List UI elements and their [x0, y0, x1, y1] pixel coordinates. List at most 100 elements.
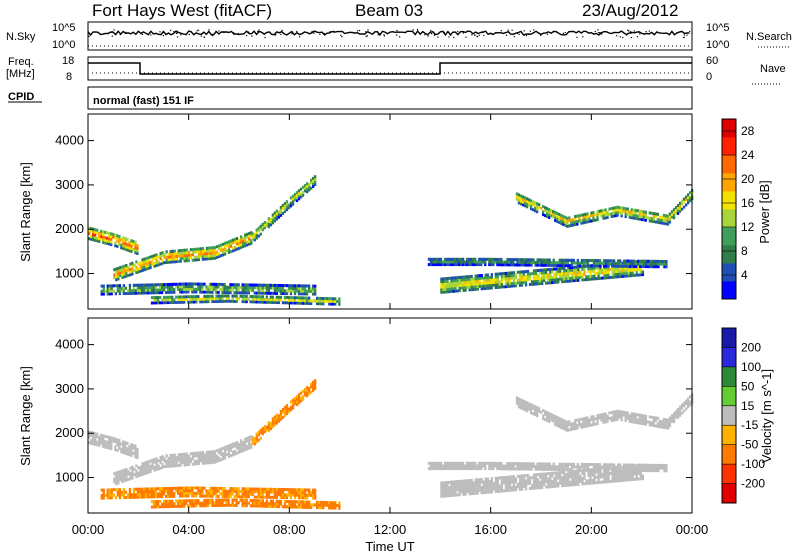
echo-cell — [635, 464, 638, 468]
echo-cell — [637, 273, 640, 277]
echo-cell — [207, 251, 211, 255]
echo-cell — [211, 494, 214, 498]
echo-cell — [227, 501, 230, 505]
echo-cell — [338, 302, 341, 306]
echo-cell — [193, 491, 196, 495]
echo-cell — [526, 479, 530, 483]
echo-cell — [567, 483, 570, 487]
echo-cell — [648, 216, 651, 220]
echo-cell — [191, 457, 194, 461]
echo-cell — [586, 468, 590, 472]
echo-cell — [624, 413, 627, 417]
echo-cell — [108, 496, 111, 500]
echo-cell — [500, 486, 503, 490]
echo-cell — [187, 460, 190, 464]
echo-cell — [526, 263, 529, 267]
echo-cell — [242, 446, 245, 450]
echo-cell — [526, 464, 529, 468]
echo-cell — [219, 248, 223, 252]
echo-cell — [301, 296, 305, 300]
echo-cell — [330, 299, 333, 303]
echo-cell — [136, 283, 140, 287]
echo-cell — [580, 221, 583, 225]
echo-cell — [223, 285, 226, 289]
echo-cell — [569, 472, 572, 476]
echo-cell — [175, 489, 178, 493]
echo-cell — [566, 224, 569, 228]
echo-cell — [203, 501, 206, 505]
echo-cell — [271, 425, 274, 429]
echo-cell — [606, 414, 609, 418]
echo-cell — [595, 266, 598, 270]
echo-cell — [597, 481, 600, 484]
echo-cell — [314, 287, 317, 291]
echo-cell — [638, 209, 641, 213]
echo-cell — [234, 449, 237, 453]
echo-cell — [633, 268, 636, 272]
echo-cell — [297, 292, 301, 296]
echo-cell — [444, 279, 447, 283]
echo-cell — [308, 287, 311, 291]
echo-cell — [547, 477, 550, 481]
echo-cell — [207, 257, 211, 261]
echo-cell — [173, 456, 176, 460]
echo-cell — [514, 258, 517, 262]
echo-cell — [451, 461, 455, 465]
echo-cell — [243, 288, 246, 292]
echo-cell — [145, 471, 148, 475]
echo-cell — [522, 479, 526, 483]
echo-cell — [553, 272, 556, 276]
echo-cell — [137, 270, 140, 274]
echo-cell — [619, 267, 622, 271]
echo-cell — [193, 297, 196, 301]
echo-cell — [193, 290, 196, 294]
echo-cell — [271, 291, 274, 295]
echo-cell — [271, 216, 274, 220]
echo-cell — [251, 504, 254, 508]
echo-cell — [287, 296, 291, 300]
echo-cell — [316, 299, 319, 303]
echo-cell — [576, 426, 579, 430]
echo-cell — [516, 270, 520, 274]
echo-cell — [451, 257, 455, 261]
echo-cell — [136, 493, 140, 496]
echo-cell — [255, 437, 258, 441]
echo-cell — [591, 266, 594, 270]
echo-cell — [229, 489, 232, 493]
echo-cell — [255, 435, 258, 439]
echo-cell — [562, 424, 565, 428]
echo-cell — [549, 273, 552, 277]
echo-cell — [132, 242, 135, 246]
echo-cell — [555, 275, 558, 279]
echo-cell — [532, 282, 536, 286]
echo-cell — [557, 280, 560, 284]
echo-cell — [163, 283, 166, 287]
echo-cell — [116, 236, 119, 240]
echo-cell — [470, 489, 473, 493]
echo-cell — [564, 462, 567, 466]
echo-cell — [621, 468, 624, 472]
echo-cell — [263, 300, 266, 304]
echo-cell — [598, 259, 602, 263]
echo-cell — [678, 201, 682, 205]
echo-cell — [466, 285, 469, 289]
echo-cell — [322, 297, 325, 300]
echo-cell — [173, 282, 176, 286]
echo-cell — [263, 495, 266, 499]
echo-cell — [221, 250, 225, 254]
echo-cell — [185, 295, 188, 299]
colorbar-segment — [722, 386, 736, 407]
echo-cell — [238, 448, 241, 452]
echo-cell — [603, 472, 606, 476]
echo-cell — [175, 458, 178, 462]
echo-cell — [247, 297, 250, 301]
echo-cell — [250, 435, 253, 439]
echo-cell — [119, 274, 122, 278]
echo-cell — [486, 276, 489, 280]
echo-cell — [305, 301, 309, 305]
echo-cell — [537, 279, 540, 283]
echo-cell — [621, 266, 624, 270]
echo-cell — [478, 467, 481, 471]
echo-cell — [332, 503, 335, 507]
echo-cell — [102, 496, 105, 500]
